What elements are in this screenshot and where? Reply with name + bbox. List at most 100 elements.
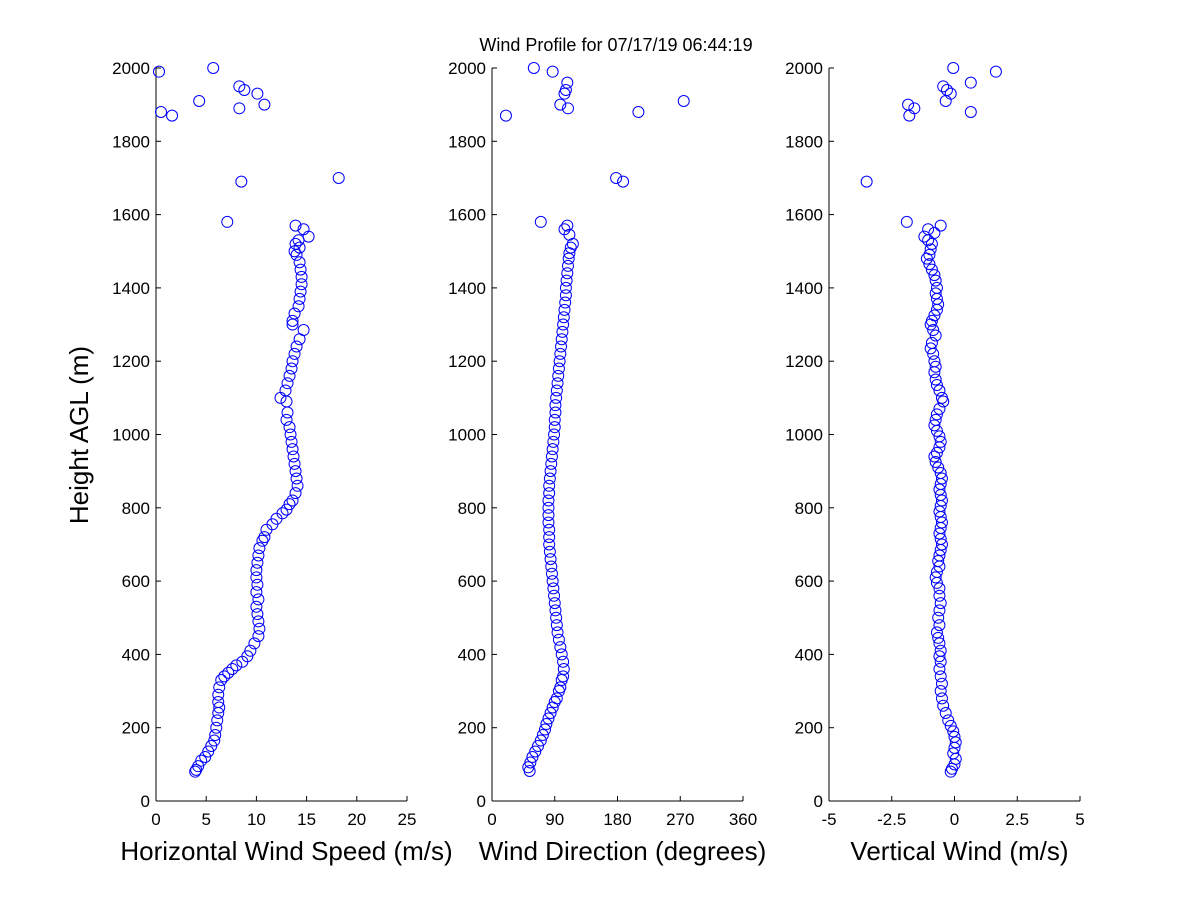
data-point xyxy=(933,505,946,518)
data-point xyxy=(561,102,574,115)
data-point xyxy=(924,318,937,331)
data-point xyxy=(251,578,264,591)
data-point xyxy=(933,384,946,397)
data-point xyxy=(551,377,564,390)
data-point xyxy=(236,655,249,668)
x-tick-label: -5 xyxy=(821,810,836,829)
x-tick-label: 180 xyxy=(603,810,631,829)
data-point xyxy=(934,219,947,232)
data-point xyxy=(677,94,690,107)
data-point xyxy=(549,406,562,419)
data-point xyxy=(928,269,941,282)
data-point xyxy=(908,102,921,115)
data-point xyxy=(561,259,574,272)
data-point xyxy=(947,725,960,738)
data-point xyxy=(543,472,556,485)
data-point xyxy=(286,318,299,331)
data-point xyxy=(286,494,299,507)
data-point xyxy=(289,465,302,478)
data-point xyxy=(286,443,299,456)
data-point xyxy=(555,674,568,687)
y-tick-label: 600 xyxy=(122,572,150,591)
x-tick-label: 0 xyxy=(950,810,959,829)
data-point xyxy=(939,94,952,107)
data-point xyxy=(190,763,203,776)
data-point xyxy=(199,751,212,764)
data-point xyxy=(934,543,947,556)
data-point xyxy=(546,443,559,456)
data-point xyxy=(929,360,942,373)
y-tick-label: 400 xyxy=(122,645,150,664)
data-point xyxy=(218,670,231,683)
data-point xyxy=(548,421,561,434)
data-point xyxy=(280,413,293,426)
data-point xyxy=(211,714,224,727)
data-point xyxy=(288,457,301,470)
data-point xyxy=(933,527,946,540)
x-axis-label: Wind Direction (degrees) xyxy=(479,836,767,866)
data-point xyxy=(928,366,941,379)
data-point xyxy=(563,247,576,260)
data-point xyxy=(935,538,948,551)
data-point xyxy=(552,362,565,375)
y-tick-label: 1800 xyxy=(448,132,486,151)
data-point xyxy=(545,560,558,573)
data-point xyxy=(555,333,568,346)
data-point xyxy=(251,556,264,569)
data-point xyxy=(949,736,962,749)
data-point xyxy=(286,314,299,327)
data-point xyxy=(547,435,560,448)
y-tick-label: 800 xyxy=(795,499,823,518)
y-axis-label: Height AGL (m) xyxy=(64,346,94,524)
data-point xyxy=(924,342,937,355)
data-point xyxy=(920,252,933,265)
data-point xyxy=(526,751,539,764)
data-point xyxy=(935,516,948,529)
data-point xyxy=(222,666,235,679)
data-point xyxy=(542,712,555,725)
data-point xyxy=(557,655,570,668)
data-point xyxy=(499,109,512,122)
data-point xyxy=(538,723,551,736)
x-tick-label: 90 xyxy=(545,810,564,829)
data-point xyxy=(552,369,565,382)
data-point xyxy=(550,384,563,397)
data-point xyxy=(230,659,243,672)
x-tick-label: 20 xyxy=(347,810,366,829)
data-point xyxy=(285,362,298,375)
y-tick-label: 1200 xyxy=(785,352,823,371)
data-point xyxy=(933,582,946,595)
data-point xyxy=(551,626,564,639)
chart-title: Wind Profile for 07/17/19 06:44:19 xyxy=(479,35,752,55)
data-point xyxy=(555,648,568,661)
data-point xyxy=(208,734,221,747)
data-point xyxy=(543,523,556,536)
data-point xyxy=(932,461,945,474)
data-point xyxy=(559,289,572,302)
data-point xyxy=(925,237,938,250)
y-tick-label: 1400 xyxy=(112,279,150,298)
data-point xyxy=(250,564,263,577)
y-tick-label: 2000 xyxy=(785,59,823,78)
data-point xyxy=(552,633,565,646)
data-point xyxy=(554,641,567,654)
data-point xyxy=(560,274,573,287)
data-point xyxy=(930,446,943,459)
data-point xyxy=(534,215,547,228)
data-point xyxy=(252,615,265,628)
data-point xyxy=(545,450,558,463)
data-point xyxy=(550,619,563,632)
data-point xyxy=(554,347,567,360)
data-point xyxy=(205,740,218,753)
data-point xyxy=(944,719,957,732)
data-point xyxy=(212,688,225,701)
data-point xyxy=(251,608,264,621)
y-tick-label: 1400 xyxy=(785,279,823,298)
data-point xyxy=(213,701,226,714)
y-tick-label: 600 xyxy=(795,572,823,591)
data-point xyxy=(964,76,977,89)
data-point xyxy=(548,696,561,709)
x-tick-label: 0 xyxy=(151,810,160,829)
data-point xyxy=(546,65,559,78)
data-point xyxy=(291,479,304,492)
